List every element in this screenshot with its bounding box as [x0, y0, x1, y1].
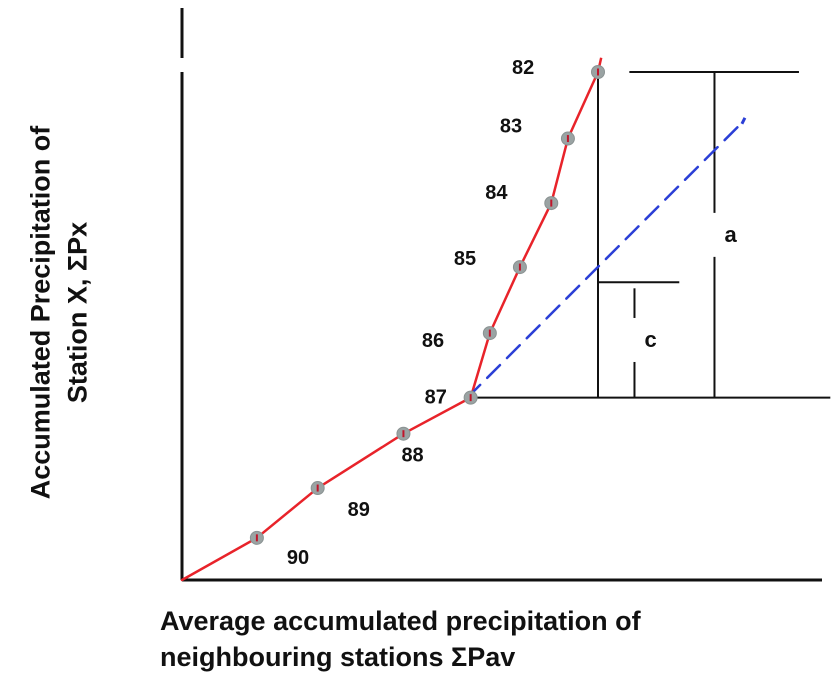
series-1-line: [466, 119, 746, 399]
series-0-line: [180, 70, 600, 582]
y-axis-label-line-1: Accumulated Precipitation of: [25, 125, 56, 500]
y-axis-label-line-2: Station X, ΣPx: [62, 221, 93, 404]
axes: [180, 8, 822, 582]
x-axis-label-line-2: neighbouring stations ΣPav: [160, 642, 516, 672]
year-label-82: 82: [512, 57, 534, 79]
year-label-90: 90: [287, 547, 309, 569]
series-1-end-dash: [740, 117, 747, 125]
series: [180, 57, 747, 582]
annotation-a-label: a: [724, 222, 737, 247]
year-label-87: 87: [425, 387, 447, 409]
markers: [249, 65, 605, 545]
annotation-c-label: c: [644, 327, 656, 352]
year-label-89: 89: [348, 499, 370, 521]
year-label-88: 88: [401, 445, 423, 467]
year-label-83: 83: [500, 116, 522, 138]
x-axis-label-line-1: Average accumulated precipitation of: [160, 606, 641, 636]
labels: a c 90 89 88 87 86 85 84 83 82: [287, 57, 738, 569]
year-label-85: 85: [454, 248, 476, 270]
year-label-86: 86: [422, 330, 444, 352]
year-label-84: 84: [485, 182, 508, 204]
reference-lines: [467, 71, 831, 399]
